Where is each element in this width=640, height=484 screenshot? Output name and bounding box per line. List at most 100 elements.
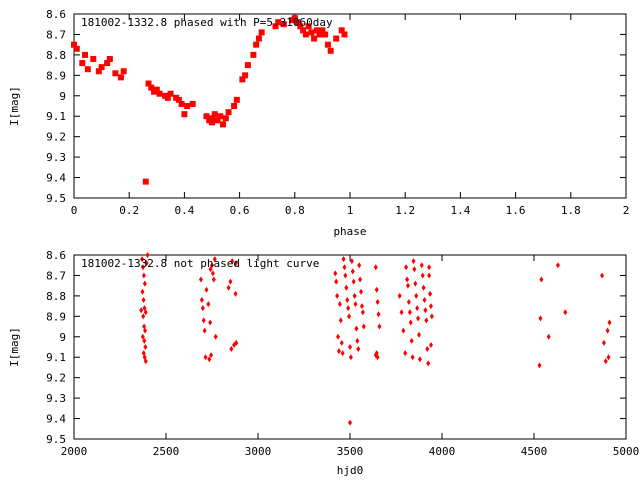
data-point [344,284,349,291]
x-tick-label: 4500 [521,445,548,458]
data-point [233,96,240,103]
data-point [233,260,238,267]
data-point [139,307,144,314]
x-tick-label: 1.8 [561,204,581,217]
y-tick-label: 9.5 [46,192,66,205]
data-point [351,278,356,285]
data-point [347,313,352,320]
unphased-light-curve-plot: 2000 2500 3000 3500 4000 4500 5000 8.6 8.7 8.8 8.9… [8,249,639,477]
data-point [140,288,145,295]
data-point [181,111,188,118]
y-tick-label: 9.1 [46,110,66,123]
x-tick-label: 0.2 [119,204,139,217]
data-point [199,296,204,303]
data-point [297,23,304,30]
data-point [211,276,216,283]
data-point [202,327,207,334]
data-point [377,323,382,330]
data-point [291,15,298,22]
data-point [405,276,410,283]
x-tick-label: 0.4 [174,204,194,217]
data-point [211,111,218,118]
data-point [95,68,102,75]
y-tick-label: 9.2 [46,372,66,385]
data-point [426,360,431,367]
data-point [106,55,113,62]
data-point [213,333,218,340]
data-point [338,317,343,324]
data-point [375,299,380,306]
data-point [156,90,163,97]
data-point [376,311,381,318]
data-point [203,113,210,120]
data-point [71,41,77,48]
data-point [352,292,357,299]
data-point [98,64,105,71]
data-point [601,339,606,346]
data-point [415,305,420,312]
data-point [428,341,433,348]
data-point [142,305,147,312]
data-point [336,348,341,355]
data-point [427,272,432,279]
x-tick-label: 2500 [153,445,180,458]
data-point [410,354,415,361]
x-tick-label: 0.8 [285,204,305,217]
data-point [208,266,213,273]
data-point [327,47,334,54]
data-point [233,290,238,297]
data-point [145,80,152,87]
data-point [322,31,329,38]
x-tick-label: 2000 [61,445,88,458]
data-point [242,72,249,79]
data-point [79,60,86,67]
data-point [253,41,260,48]
data-point [73,45,80,52]
data-point [361,323,366,330]
data-point [359,303,364,310]
data-point [353,301,358,308]
chart-title: 181002-1332.8 phased with P=5.31060day [81,16,333,29]
data-point [539,276,544,283]
y-tick-label: 8.8 [46,290,66,303]
data-point [167,90,174,97]
data-point [417,356,422,363]
data-point [335,292,340,299]
data-point [311,35,318,42]
data-point [255,35,262,42]
x-tick-label: 2 [623,204,630,217]
data-point [605,327,610,334]
data-point [212,256,217,263]
data-point [210,262,214,269]
data-point [141,264,145,271]
data-point [409,337,414,344]
chart-title: 181002-1332.8 not phased light curve [81,257,319,270]
data-point [537,362,542,369]
data-point [600,272,605,279]
data-point [417,331,421,338]
data-point [337,301,342,308]
y-tick-label: 8.9 [46,69,66,82]
data-point [164,94,171,101]
x-tick-label: 1 [347,204,354,217]
data-point [603,358,608,365]
data-point [405,282,410,289]
data-point [250,51,257,58]
data-point [341,256,346,263]
data-point [358,276,363,283]
data-point [143,309,148,316]
data-point [423,307,428,314]
data-point [411,258,416,265]
data-point [148,84,155,91]
data-point [313,27,320,34]
y-tick-label: 9 [59,331,66,344]
data-point [220,121,227,128]
data-point [343,272,348,279]
data-point [355,337,360,344]
y-tick-label: 9.3 [46,392,66,405]
data-point [82,51,89,58]
plot-frame [73,13,627,199]
data-point [112,70,119,77]
data-point [141,296,146,303]
data-point [428,290,433,297]
